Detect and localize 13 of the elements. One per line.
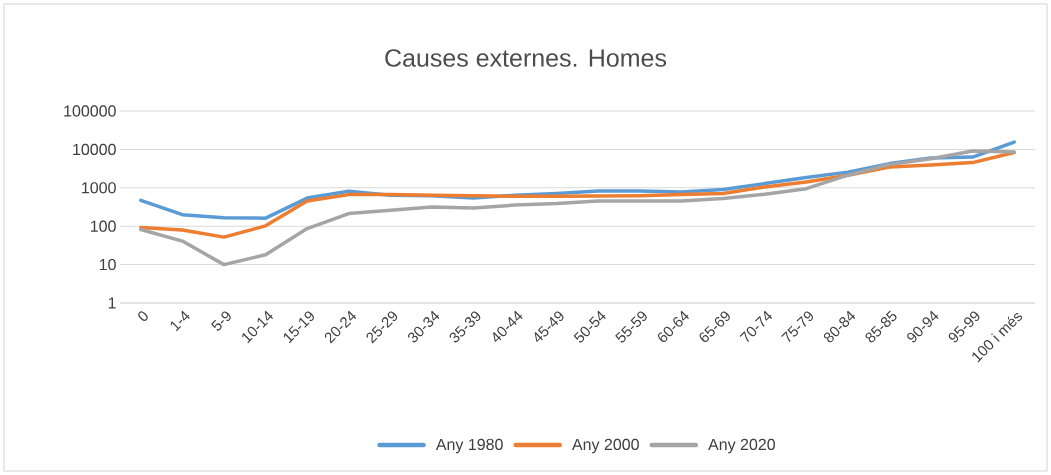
legend-label: Any 2020: [708, 438, 776, 454]
y-tick-label: 1000: [82, 182, 116, 194]
y-tick-label: 100000: [64, 105, 116, 117]
y-tick-label: 100: [91, 220, 116, 232]
legend-label: Any 1980: [435, 438, 503, 454]
x-tick-label: 0: [138, 311, 148, 321]
legend-label: Any 2000: [571, 438, 639, 454]
y-tick-label: 10: [99, 258, 116, 271]
y-tick-label: 1: [108, 297, 116, 309]
chart-title: Causes externes. Homes: [385, 49, 667, 67]
x-tick-label: 5-9: [211, 311, 231, 331]
y-tick-label: 10000: [73, 143, 116, 156]
x-tick-label: 1-4: [170, 310, 190, 332]
